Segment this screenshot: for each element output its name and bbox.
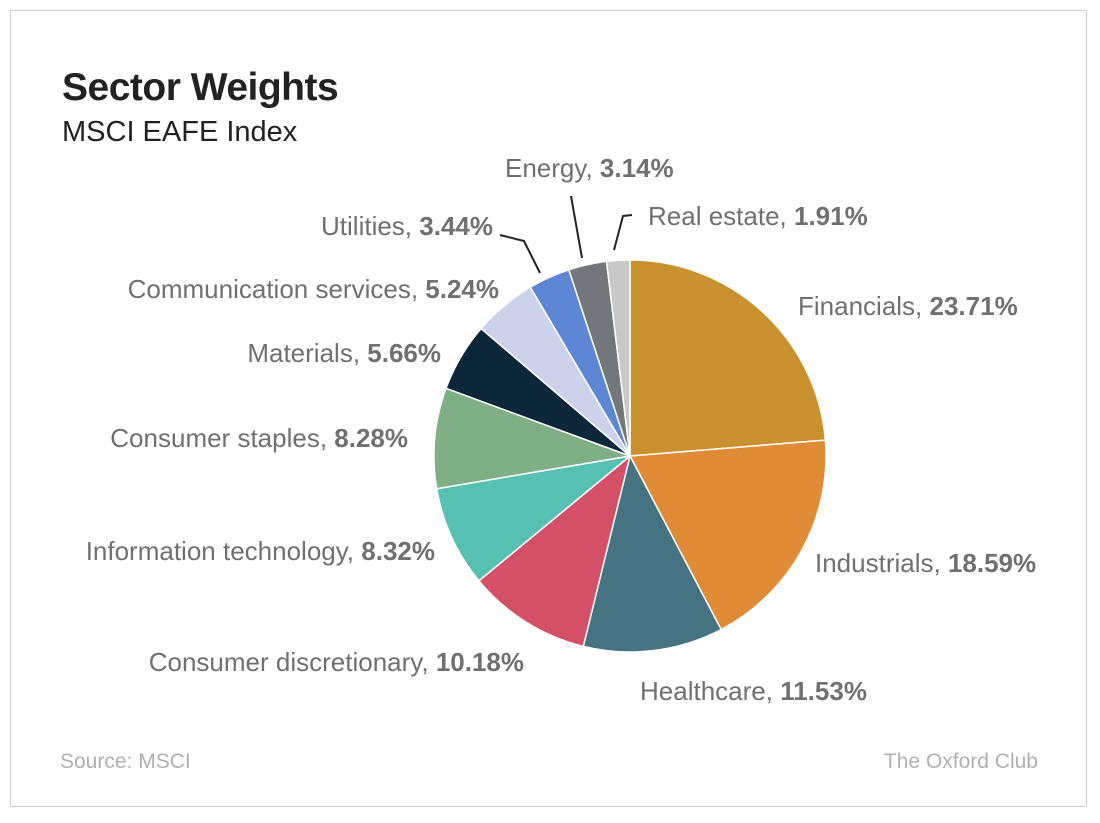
slice-label-value: 5.24%	[425, 274, 499, 304]
pie-slice-healthcare	[582, 453, 723, 653]
slice-label-name: Energy,	[505, 153, 600, 183]
pie-slice-real-estate	[605, 259, 631, 457]
leader-line	[613, 214, 633, 251]
slice-label: Energy, 3.14%	[505, 153, 674, 183]
slice-label-name: Communication services,	[128, 274, 426, 304]
pie-slice-consumer-staples	[433, 387, 633, 490]
slice-label-name: Consumer discretionary,	[149, 647, 436, 677]
slice-label-name: Healthcare,	[640, 676, 780, 706]
brand-note: The Oxford Club	[883, 750, 1038, 773]
slice-label-value: 1.91%	[794, 201, 868, 231]
slice-label-name: Financials,	[798, 291, 930, 321]
slice-label: Consumer staples, 8.28%	[110, 423, 408, 453]
slice-label: Real estate, 1.91%	[648, 201, 868, 231]
pie-slice-industrials	[628, 439, 827, 631]
slice-label: Utilities, 3.44%	[321, 211, 493, 241]
slice-label-value: 5.66%	[367, 338, 441, 368]
slice-label-name: Industrials,	[815, 548, 948, 578]
slice-label-value: 18.59%	[948, 548, 1036, 578]
slice-label: Information technology, 8.32%	[86, 536, 435, 566]
slice-label: Industrials, 18.59%	[815, 548, 1036, 578]
leader-line	[570, 195, 583, 259]
slice-label: Materials, 5.66%	[247, 338, 441, 368]
chart-title: Sector Weights	[62, 66, 339, 109]
pie-slice-financials	[629, 259, 827, 457]
slice-label: Financials, 23.71%	[798, 291, 1018, 321]
slice-label-value: 10.18%	[436, 647, 524, 677]
slice-label: Communication services, 5.24%	[128, 274, 499, 304]
slice-label-name: Real estate,	[648, 201, 794, 231]
pie-slice-consumer-discretionary	[477, 453, 632, 648]
chart-subtitle: MSCI EAFE Index	[62, 116, 298, 148]
slice-label-value: 8.32%	[361, 536, 435, 566]
slice-label-value: 23.71%	[930, 291, 1018, 321]
slice-label-name: Materials,	[247, 338, 367, 368]
slice-label-name: Consumer staples,	[110, 423, 334, 453]
slice-label: Consumer discretionary, 10.18%	[149, 647, 524, 677]
slice-label-value: 3.44%	[419, 211, 493, 241]
chart-frame	[10, 10, 1087, 807]
slice-label-value: 3.14%	[600, 153, 674, 183]
slice-label-value: 11.53%	[780, 676, 867, 706]
slice-label-name: Utilities,	[321, 211, 419, 241]
source-note: Source: MSCI	[60, 750, 191, 773]
slice-label: Healthcare, 11.53%	[640, 676, 867, 706]
pie-slice-information-technology	[435, 454, 633, 582]
leader-line	[499, 234, 541, 274]
slice-label-name: Information technology,	[86, 536, 362, 566]
slice-label-value: 8.28%	[334, 423, 408, 453]
